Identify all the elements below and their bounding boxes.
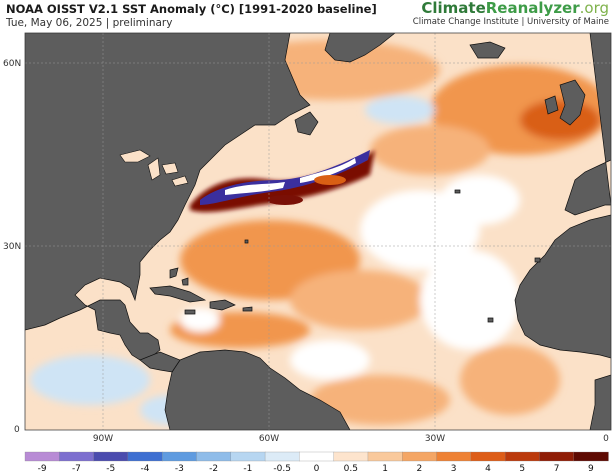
africa-south [589,374,611,430]
colorbar-swatch [573,451,609,462]
greenland [324,33,396,63]
colorbar-label: 1 [382,464,388,474]
colorbar-label: -5 [106,464,115,474]
africa [514,214,611,359]
colorbar-swatch [59,451,95,462]
jamaica [184,309,196,315]
colorbar-label: -9 [38,464,47,474]
map-title: NOAA OISST V2.1 SST Anomaly (°C) [1991-2… [6,2,377,16]
lon-label-60w: 60W [259,434,279,444]
colorbar-label: 9 [588,464,594,474]
colorbar-label: -3 [175,464,184,474]
north-america [25,33,311,361]
gulf-stream-anomaly [190,150,375,213]
land-masses [25,33,611,430]
colorbar-label: -0.5 [273,464,291,474]
colorbar-label: 3 [451,464,457,474]
colorbar-swatch [127,451,163,462]
colorbar-swatch [24,451,60,462]
colorbar-label: 0.5 [344,464,358,474]
great-lakes [119,149,189,187]
colorbar-label: -2 [209,464,218,474]
colorbar-label: -7 [72,464,81,474]
lon-label-30w: 30W [425,434,445,444]
lat-label-30n: 30N [3,242,21,252]
colorbar-label: -4 [141,464,150,474]
colorbar-swatch [436,451,472,462]
lon-label-90w: 90W [93,434,113,444]
map-frame [24,32,612,431]
brand-logo[interactable]: ClimateReanalyzer.org Climate Change Ins… [413,0,609,27]
colorbar-swatch [162,451,198,462]
iceland [469,41,506,59]
map-subtitle: Tue, May 06, 2025 | preliminary [6,17,173,29]
colorbar-swatch [470,451,506,462]
brand-name: ClimateReanalyzer.org [421,0,609,17]
colorbar-swatch [264,451,301,462]
colorbar: -9 -7 -5 -4 -3 -2 -1 -0.5 0 0.5 1 2 3 4 5 7 9 [24,451,609,474]
colorbar-label: 7 [554,464,560,474]
lat-label-0: 0 [14,425,20,435]
map-plot-area [25,33,611,430]
graticule [25,33,611,430]
europe [564,33,611,216]
colorbar-swatch [504,451,541,462]
lat-label-60n: 60N [3,59,21,69]
cuba [149,285,207,303]
newfoundland [294,111,319,136]
colorbar-swatch [93,451,129,462]
colorbar-swatch [539,451,575,462]
british-isles [559,79,586,126]
colorbar-label: 5 [519,464,525,474]
colorbar-swatch [196,451,232,462]
south-america [164,349,351,430]
colorbar-label: 2 [417,464,423,474]
brand-tagline: Climate Change Institute | University of… [412,17,609,27]
colorbar-swatch [367,451,403,462]
colorbar-label: 0 [314,464,320,474]
colorbar-label: 4 [485,464,491,474]
hispaniola [209,299,236,311]
colorbar-swatch [230,451,266,462]
anomaly-field [30,40,610,425]
colorbar-swatch [299,451,335,462]
puerto-rico [242,306,253,312]
colorbar-swatch [402,451,438,462]
central-america [139,351,181,373]
colorbar-label: -1 [243,464,252,474]
colorbar-swatch [333,451,369,462]
lon-label-0: 0 [603,434,609,444]
ireland [544,95,559,115]
